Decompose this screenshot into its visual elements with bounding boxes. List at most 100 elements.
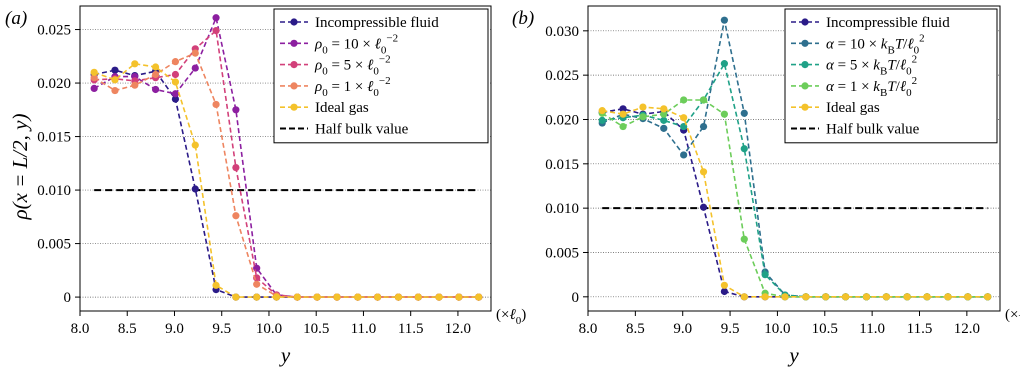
data-point bbox=[232, 106, 240, 114]
data-point bbox=[660, 124, 668, 132]
legend-entry: Ideal gas bbox=[791, 100, 880, 116]
data-point bbox=[720, 287, 728, 296]
data-point bbox=[802, 293, 810, 301]
data-point bbox=[964, 293, 972, 301]
x-tick-label: 12.0 bbox=[954, 321, 980, 337]
y-tick-label: 0 bbox=[572, 290, 580, 306]
data-point bbox=[680, 151, 688, 159]
data-point bbox=[598, 107, 606, 115]
data-point bbox=[699, 122, 708, 131]
data-point bbox=[699, 168, 708, 176]
data-point bbox=[151, 70, 160, 79]
data-point bbox=[90, 68, 98, 76]
data-point bbox=[660, 105, 668, 113]
data-point bbox=[171, 95, 180, 103]
legend-entry: α = 10 × kBT/ℓ02 bbox=[791, 32, 925, 56]
legend-label: Ideal gas bbox=[315, 100, 369, 116]
data-point bbox=[619, 105, 627, 113]
x-axis-label: y bbox=[787, 343, 799, 367]
x-tick-label: 11.5 bbox=[398, 321, 424, 337]
data-point bbox=[131, 81, 139, 89]
x-tick-label: 10.5 bbox=[812, 321, 838, 337]
data-point bbox=[761, 271, 769, 279]
y-tick-label: 0.015 bbox=[37, 130, 71, 146]
data-point bbox=[414, 293, 422, 301]
data-point bbox=[862, 293, 871, 301]
data-point bbox=[740, 235, 748, 243]
data-point bbox=[923, 293, 931, 301]
series-line bbox=[93, 62, 479, 298]
legend-swatch-marker bbox=[290, 39, 298, 47]
x-tick-label: 10.0 bbox=[256, 321, 282, 337]
data-point bbox=[232, 163, 240, 172]
series-5 bbox=[90, 60, 483, 301]
legend-swatch-marker bbox=[290, 82, 298, 90]
data-point bbox=[699, 96, 708, 104]
legend-swatch-marker bbox=[290, 18, 298, 26]
legend-swatch-marker bbox=[801, 18, 809, 26]
data-point bbox=[903, 293, 911, 301]
legend-entry: α = 5 × kBT/ℓ02 bbox=[791, 54, 917, 78]
y-tick-label: 0.005 bbox=[37, 237, 71, 253]
plot-frame bbox=[587, 5, 1001, 312]
x-tick-label: 11.0 bbox=[859, 321, 885, 337]
legend-swatch-marker bbox=[290, 103, 298, 111]
data-point bbox=[720, 60, 728, 68]
data-point bbox=[882, 293, 890, 301]
legend-entry: Incompressible fluid bbox=[280, 15, 439, 31]
data-point bbox=[639, 103, 647, 111]
data-point bbox=[191, 64, 199, 72]
data-point bbox=[232, 293, 240, 301]
data-point bbox=[90, 74, 98, 82]
data-point bbox=[151, 63, 160, 71]
data-point bbox=[313, 293, 321, 301]
legend-label: ρ0 = 10 × ℓ0−2 bbox=[314, 32, 398, 56]
legend-label: ρ0 = 5 × ℓ0−2 bbox=[314, 54, 391, 78]
legend-entry: α = 1 × kBT/ℓ02 bbox=[791, 75, 917, 99]
data-point bbox=[212, 281, 220, 289]
legend-label: α = 5 × kBT/ℓ02 bbox=[826, 54, 917, 78]
data-point bbox=[720, 16, 728, 24]
data-point bbox=[761, 293, 769, 301]
data-point bbox=[660, 116, 668, 124]
x-tick-label: 10.0 bbox=[764, 321, 790, 337]
panel-label: (b) bbox=[512, 8, 534, 29]
data-point bbox=[191, 49, 199, 57]
y-tick-label: 0.020 bbox=[37, 76, 71, 92]
x-tick-label: 9.0 bbox=[673, 321, 692, 337]
legend-swatch-marker bbox=[801, 82, 809, 90]
data-point bbox=[619, 122, 627, 131]
data-point bbox=[232, 212, 240, 220]
data-point bbox=[374, 293, 382, 301]
legend-label: Half bulk value bbox=[826, 122, 920, 138]
y-tick-label: 0.025 bbox=[545, 68, 579, 84]
data-point bbox=[822, 293, 830, 301]
data-point bbox=[131, 60, 139, 68]
x-tick-label: 9.5 bbox=[212, 321, 231, 337]
data-point bbox=[660, 110, 668, 118]
legend-swatch-marker bbox=[801, 39, 809, 47]
y-tick-label: 0.010 bbox=[545, 201, 579, 217]
y-tick-label: 0.025 bbox=[37, 23, 71, 39]
legend-label: Half bulk value bbox=[315, 122, 409, 138]
y-tick-label: 0.030 bbox=[545, 24, 579, 40]
legend-label: α = 1 × kBT/ℓ02 bbox=[826, 75, 917, 99]
data-point bbox=[191, 185, 199, 193]
x-tick-label: 8.0 bbox=[71, 321, 90, 337]
x-tick-label: 9.0 bbox=[165, 321, 184, 337]
data-point bbox=[781, 293, 789, 301]
x-tick-label: 10.5 bbox=[303, 321, 329, 337]
data-point bbox=[740, 293, 748, 301]
data-point bbox=[171, 70, 180, 79]
legend-entry: ρ0 = 1 × ℓ0−2 bbox=[280, 75, 391, 99]
chart-panel-1: 8.0 8.5 9.0 9.5 10.0 10.5 11.0 11.5 12.0 0 0.005 0.… bbox=[5, 5, 526, 367]
data-point bbox=[842, 293, 850, 301]
x-unit-label: (×ℓ0) bbox=[496, 307, 526, 327]
data-point bbox=[333, 293, 341, 301]
data-point bbox=[151, 85, 160, 94]
data-point bbox=[435, 293, 443, 301]
legend-swatch-marker bbox=[290, 61, 298, 69]
